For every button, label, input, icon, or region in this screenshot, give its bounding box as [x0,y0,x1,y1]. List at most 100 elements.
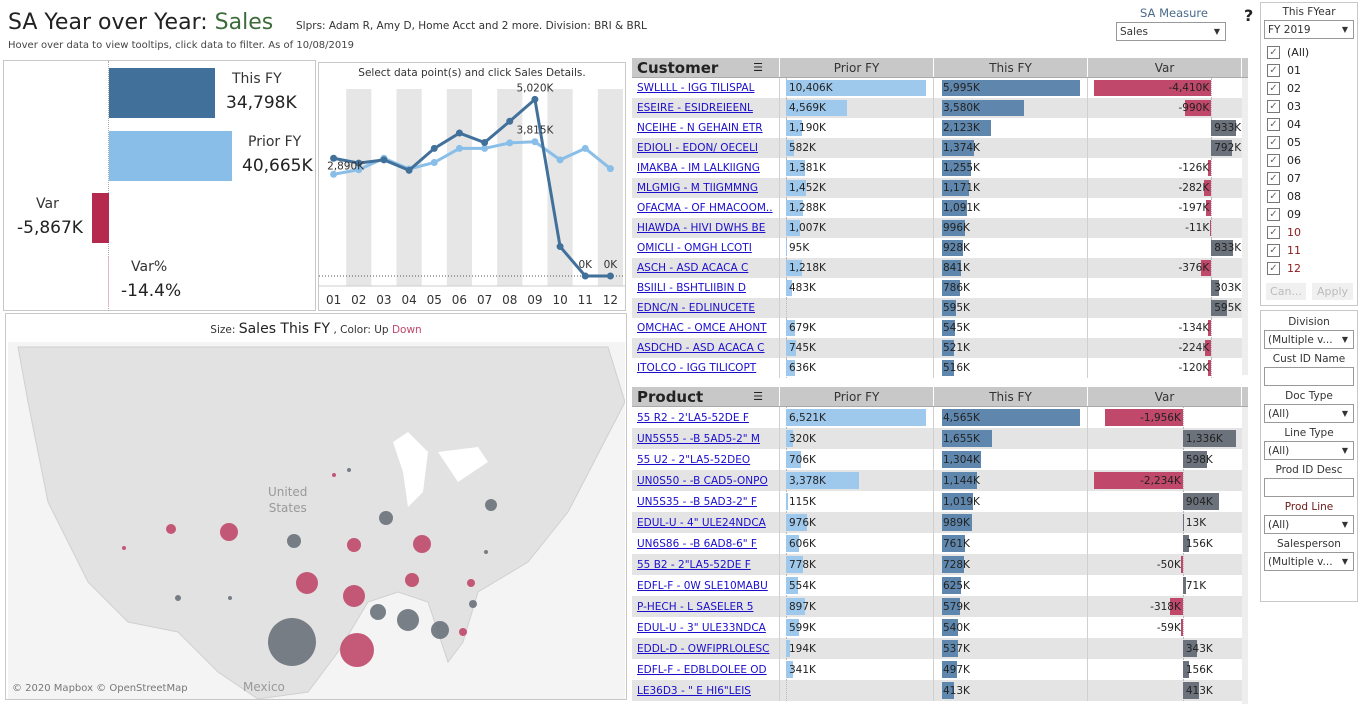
table-row[interactable]: OMCHAC - OMCE AHONT 679K 545K -134K [632,318,1248,338]
row-link[interactable]: UN5S35 - -B 5AD3-2" F [637,495,757,508]
checkbox-checked-icon[interactable]: ✓ [1267,171,1280,185]
table-row[interactable]: ESEIRE - ESIDREIEENL 4,569K 3,580K -990K [632,98,1248,118]
row-link[interactable]: OFACMA - OF HMACOOM.. [637,202,773,214]
row-link[interactable]: 55 U2 - 2"LA5-52DEO [637,453,751,466]
table-row[interactable]: EDIOLI - EDON/ OECELI 582K 1,374K 792K [632,138,1248,158]
table-row[interactable]: EDUL-U - 4" ULE24NDCA 976K 989K 13K [632,512,1248,533]
checkbox-checked-icon[interactable]: ✓ [1267,117,1280,131]
col-header-var[interactable]: Var [1088,58,1242,77]
var-bar-down[interactable] [1170,598,1183,615]
map-canvas[interactable] [8,342,625,699]
dim-header[interactable]: Product ☰ [632,387,780,406]
cust-id-name-input[interactable] [1264,367,1354,386]
apply-button[interactable]: Apply [1312,283,1353,300]
var-bar-down[interactable] [1180,556,1183,573]
this-fy-bar[interactable] [942,360,954,376]
var-bar-down[interactable] [1205,200,1212,216]
doc-type-select[interactable]: (All) ▼ [1264,404,1354,423]
var-bar[interactable] [92,193,109,243]
var-bar-up[interactable] [1182,451,1207,468]
prior-fy-bar[interactable] [786,200,804,216]
prior-fy-bar[interactable] [786,100,848,116]
this_fy-point[interactable] [355,159,363,167]
prior-fy-bar[interactable] [786,451,802,468]
var-bar-up[interactable] [1211,280,1220,296]
row-link[interactable]: EDFL-F - 0W SLE10MABU [637,579,768,592]
this-fy-bar[interactable] [942,220,965,236]
sort-icon[interactable]: ☰ [753,390,763,403]
var-bar-up[interactable] [1182,682,1200,699]
row-link[interactable]: ESEIRE - ESIDREIEENL [637,102,753,114]
state-bubble-up[interactable] [485,499,497,511]
table-row[interactable]: ASCH - ASD ACACA C 1,218K 841K -376K [632,258,1248,278]
prior_fy-point[interactable] [481,144,489,152]
this-fy-bar[interactable] [942,180,969,196]
col-header-var[interactable]: Var [1088,387,1242,406]
sa-measure-select[interactable]: Sales ▼ [1116,22,1226,41]
state-bubble-down[interactable] [405,573,419,587]
state-bubble-down[interactable] [347,538,361,552]
checkbox-checked-icon[interactable]: ✓ [1267,81,1280,95]
prior_fy-point[interactable] [506,139,514,147]
legend-up[interactable]: Up [374,324,389,336]
state-bubble-up[interactable] [228,596,232,600]
month-checkbox-item[interactable]: ✓ 02 [1261,79,1357,97]
var-bar-down[interactable] [1207,320,1212,336]
this-fy-bar[interactable] [942,80,1080,96]
table-row[interactable]: SWLLLL - IGG TILISPAL 10,406K 5,995K -4,410… [632,78,1248,98]
table-row[interactable]: ITOLCO - IGG TILICOPT 636K 516K -120K [632,358,1248,378]
row-link[interactable]: IMAKBA - IM LALKIIGNG [637,162,760,174]
var-bar-up[interactable] [1211,140,1233,156]
state-bubble-up[interactable] [175,595,181,601]
row-link[interactable]: EDIOLI - EDON/ OECELI [637,142,759,154]
prior-fy-bar[interactable] [786,493,789,510]
table-row[interactable]: OMICLI - OMGH LCOTI 95K 928K 833K [632,238,1248,258]
row-link[interactable]: EDNC/N - EDLINUCETE [637,302,755,314]
state-bubble-up[interactable] [484,550,488,554]
varpct-bar[interactable] [108,257,109,307]
table-row[interactable]: EDDL-D - OWFIPRLOLESC 194K 537K 343K [632,638,1248,659]
this_fy-point[interactable] [330,154,338,162]
cancel-button[interactable]: Can... [1266,283,1306,300]
row-link[interactable]: UN0S50 - -B CAD5-ONPO [637,474,768,487]
this_fy-point[interactable] [606,272,614,280]
row-link[interactable]: 55 R2 - 2'LA5-52DE F [637,411,749,424]
checkbox-checked-icon[interactable]: ✓ [1267,261,1280,275]
checkbox-checked-icon[interactable]: ✓ [1267,207,1280,221]
row-link[interactable]: MLGMIG - M TIIGMMNG [637,182,759,194]
state-bubble-up[interactable] [268,618,316,666]
this-fy-bar[interactable] [942,472,977,489]
prior-fy-bar[interactable] [786,120,802,136]
table-row[interactable]: P-HECH - L SASELER 5 897K 579K -318K [632,596,1248,617]
salesperson-select[interactable]: (Multiple v... ▼ [1264,552,1354,571]
var-bar-down[interactable] [1184,100,1212,116]
this_fy-point[interactable] [430,144,438,152]
this-fy-bar[interactable] [942,140,974,156]
state-bubble-down[interactable] [166,524,176,534]
this-fy-bar[interactable] [942,340,954,356]
var-bar-up[interactable] [1182,535,1190,552]
prior-fy-bar[interactable] [786,430,793,447]
state-bubble-down[interactable] [296,572,318,594]
row-link[interactable]: EDDL-D - OWFIPRLOLESC [637,642,770,655]
prior-fy-bar[interactable] [786,661,794,678]
var-bar-down[interactable] [1209,220,1212,236]
month-checkbox-item[interactable]: ✓ 03 [1261,97,1357,115]
this-fy-bar[interactable] [942,409,1080,426]
prior-fy-bar[interactable] [786,360,795,376]
table-row[interactable]: EDUL-U - 3" ULE33NDCA 599K 540K -59K [632,617,1248,638]
row-link[interactable]: EDUL-U - 4" ULE24NDCA [637,516,766,529]
prior-fy-bar[interactable] [786,140,794,156]
prior_fy-point[interactable] [556,156,564,164]
var-bar-down[interactable] [1180,619,1183,636]
month-checkbox-item[interactable]: ✓ 05 [1261,133,1357,151]
this-fy-bar[interactable] [942,661,958,678]
this-fy-bar[interactable] [942,280,961,296]
prior-fy-bar[interactable] [786,340,797,356]
prior-fy-bar[interactable] [786,577,798,594]
col-header-this-fy[interactable]: This FY [934,58,1088,77]
table-row[interactable]: 55 R2 - 2'LA5-52DE F 6,521K 4,565K -1,956K [632,407,1248,428]
customer-scrollbar[interactable] [1242,78,1248,375]
row-link[interactable]: ASDCHD - ASD ACACA C [637,342,765,354]
var-bar-up[interactable] [1182,661,1190,678]
